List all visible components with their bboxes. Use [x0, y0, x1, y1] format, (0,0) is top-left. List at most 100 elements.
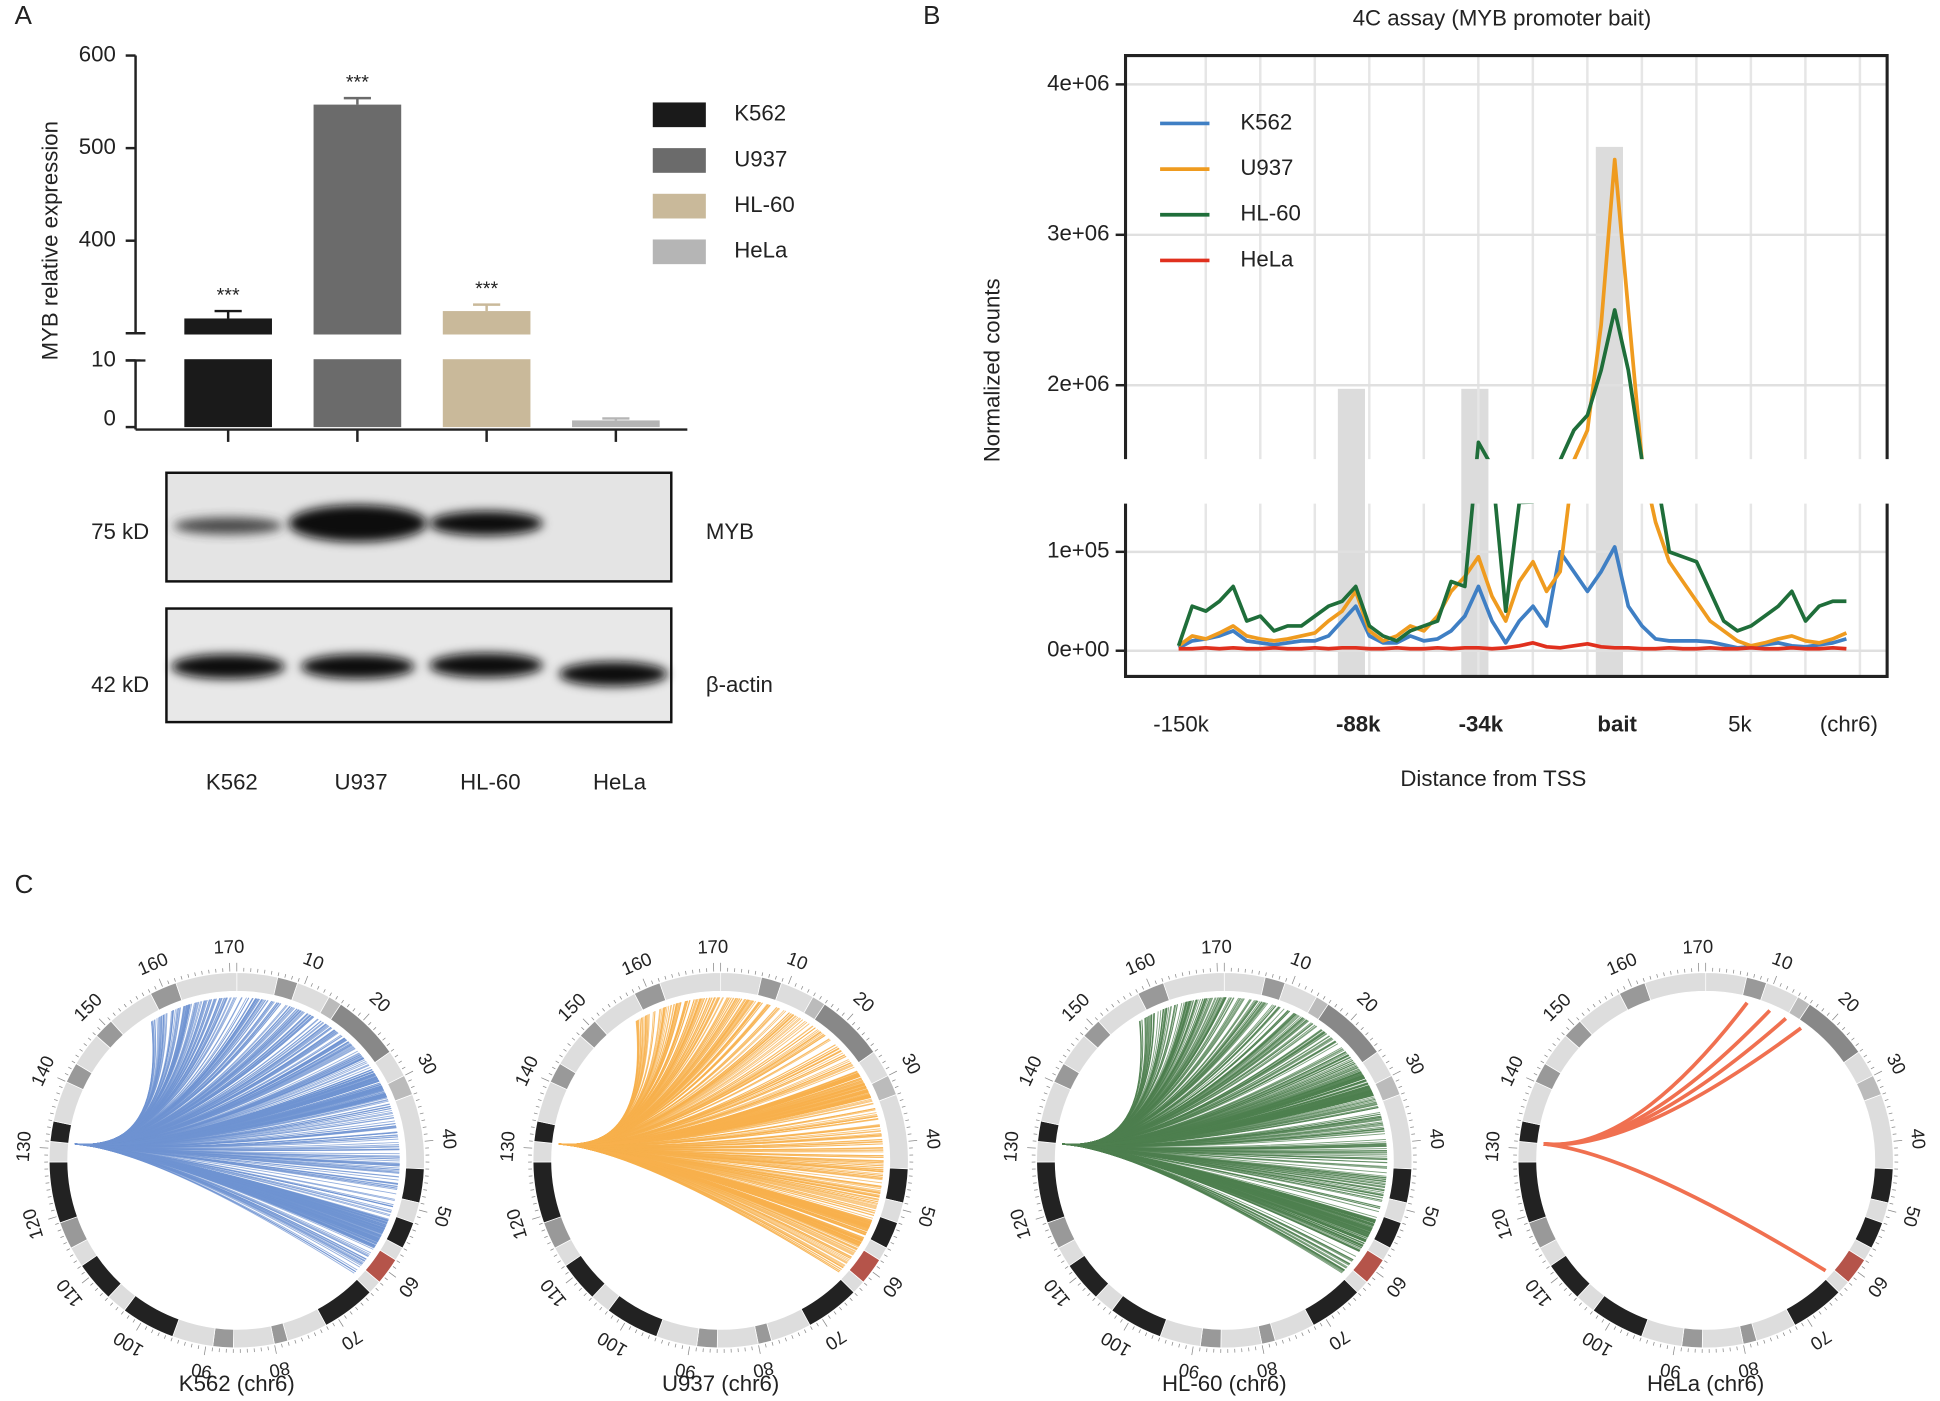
ideogram-band	[1097, 993, 1148, 1036]
circos-tick-label: 60	[1863, 1272, 1892, 1301]
circos-tick	[1374, 1043, 1378, 1046]
circos-tick	[1132, 1326, 1135, 1330]
legend-swatch	[652, 148, 706, 173]
circos-tick	[1818, 1311, 1822, 1315]
circos-tick	[1889, 1202, 1894, 1205]
ideogram-band	[232, 1325, 275, 1349]
circos-tick	[1853, 1277, 1857, 1281]
circos-tick	[1094, 1017, 1098, 1021]
circos-tick	[810, 1326, 813, 1330]
circos-tick	[538, 1222, 543, 1225]
circos-tick-label: 170	[213, 935, 245, 957]
circos-tick	[1869, 1254, 1873, 1257]
circos-tick	[1642, 978, 1645, 982]
circos-tick	[905, 1119, 910, 1122]
ideogram-band	[175, 972, 238, 1001]
circos-tick	[1392, 1070, 1401, 1076]
circos-tick	[1059, 1060, 1063, 1064]
ideogram-band	[1701, 1325, 1744, 1349]
circos-tick	[1812, 1315, 1816, 1319]
circos-tick	[1525, 1092, 1529, 1095]
circos-tick	[1626, 1332, 1629, 1337]
circos-tick-label: 20	[366, 987, 395, 1016]
ideogram-band	[1382, 1094, 1413, 1170]
circos-tick	[47, 1196, 52, 1198]
circos-tick	[571, 1037, 576, 1041]
circos-tick	[1171, 1341, 1174, 1346]
circos-tick	[1785, 985, 1789, 990]
circos-tick	[1178, 1343, 1180, 1348]
circos-tick-label: 160	[618, 948, 655, 979]
circos-tick-label: 100	[1097, 1328, 1134, 1362]
circos-tick	[567, 1043, 571, 1046]
circos-tick-label: 130	[1481, 1130, 1504, 1162]
circos-tick	[1407, 1112, 1412, 1115]
circos-tick-label: 140	[1495, 1052, 1527, 1089]
circos-tick	[48, 1216, 57, 1220]
circos-tick	[604, 1311, 608, 1315]
circos-tick	[1135, 989, 1138, 993]
circos-tick-label: 10	[1288, 947, 1315, 974]
circos-tick	[1353, 1297, 1357, 1302]
circos-tick	[1888, 1112, 1893, 1115]
circos-tick	[1829, 1302, 1833, 1306]
circos-tick-label: 90	[674, 1359, 698, 1383]
circos-tick-label: 130	[496, 1130, 519, 1162]
circos-tick	[1568, 1292, 1572, 1297]
circos-tick	[1062, 1054, 1067, 1058]
circos-tick	[203, 1346, 207, 1356]
circos-tick	[380, 1282, 384, 1286]
circos-tick	[1881, 1229, 1885, 1232]
circos-tick	[1587, 1008, 1590, 1012]
circos-tick	[540, 1092, 544, 1095]
circos-tick	[861, 1032, 865, 1036]
circos-tick	[534, 1209, 539, 1212]
circos-tick	[906, 1126, 911, 1128]
circos-tick	[1050, 1242, 1055, 1245]
circos-tick	[274, 1345, 277, 1354]
circos-tick	[1161, 978, 1164, 982]
circos-tick	[619, 996, 623, 1000]
circos-tick	[1649, 975, 1652, 980]
circos-tick-label: 10	[300, 947, 327, 974]
y-tick-label: 400	[79, 227, 116, 252]
circos-tick	[177, 1339, 180, 1344]
circos-tick	[355, 1306, 359, 1311]
circos-tick	[900, 1216, 905, 1219]
circos-tick	[1892, 1133, 1897, 1135]
circos-tick	[1158, 1337, 1161, 1342]
circos-plot: 1020304050607080901001101201301401501601…	[1481, 935, 1930, 1395]
circos-caption: HL-60 (chr6)	[1162, 1371, 1287, 1396]
circos-tick	[1404, 1216, 1409, 1219]
circos-tick	[1168, 975, 1170, 980]
chord	[1062, 1071, 1362, 1146]
circos-tick	[1035, 1196, 1039, 1198]
circos-tick	[685, 970, 687, 975]
circos-tick	[1387, 1254, 1392, 1257]
circos-tick-label: 70	[1807, 1326, 1836, 1355]
circos-tick	[360, 1302, 364, 1306]
circos-tick-label: 160	[1122, 948, 1159, 979]
circos-tick	[1578, 1302, 1582, 1306]
circos-tick	[1362, 1287, 1367, 1291]
circos-tick	[1337, 1311, 1341, 1315]
circos-tick	[294, 1339, 297, 1344]
circos-tick	[1877, 1079, 1881, 1082]
circos-tick	[681, 1345, 684, 1350]
circos-tick	[844, 1302, 848, 1306]
circos-tick	[1532, 1242, 1536, 1245]
circos-caption: K562 (chr6)	[179, 1371, 295, 1396]
circos-tick-label: 140	[510, 1052, 542, 1089]
circos-tick	[1887, 1209, 1897, 1213]
circos-plot: 1020304050607080901001101201301401501601…	[999, 935, 1448, 1395]
circos-tick	[1893, 1140, 1903, 1142]
circos-tick	[98, 1018, 106, 1026]
circos-tick	[170, 1337, 173, 1342]
blot-band	[173, 517, 283, 535]
circos-tick	[71, 1060, 76, 1064]
circos-tick	[894, 1085, 899, 1088]
circos-tick	[287, 1341, 290, 1346]
circos-tick	[1821, 1008, 1825, 1012]
circos-tick	[884, 1254, 888, 1257]
circos-tick	[1060, 1260, 1065, 1263]
